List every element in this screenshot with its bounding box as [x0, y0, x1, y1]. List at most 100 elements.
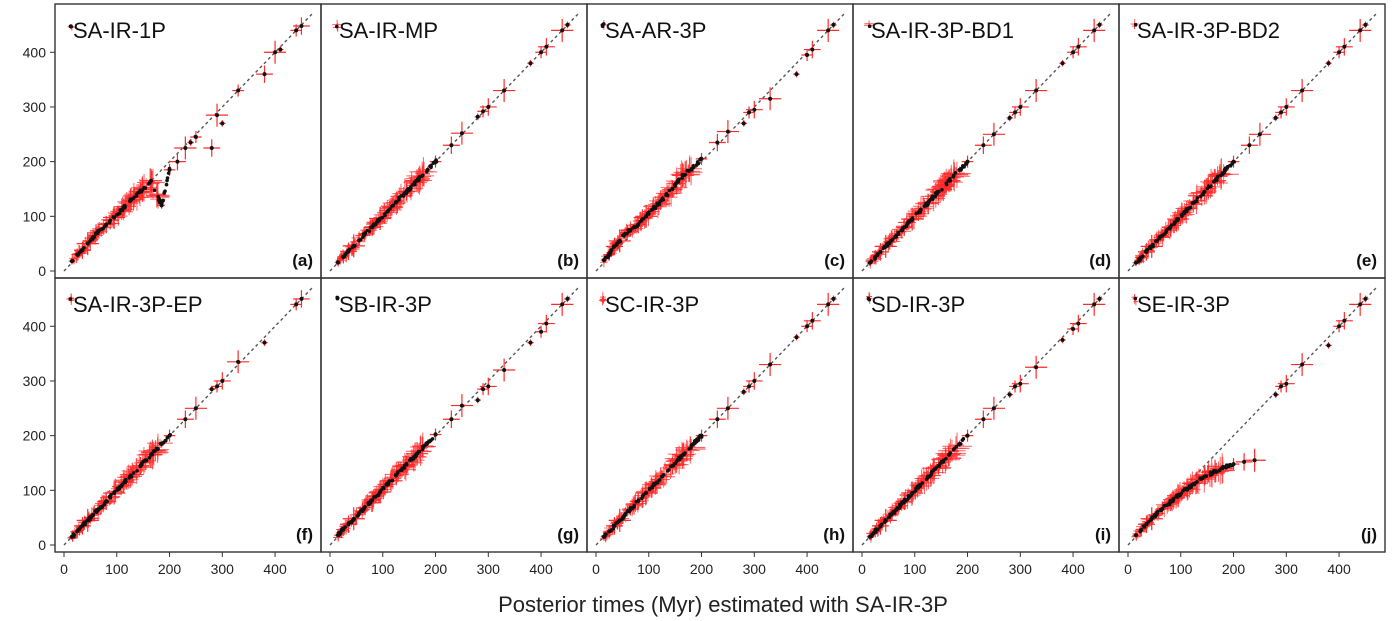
data-point: [294, 302, 299, 307]
data-point: [149, 178, 154, 183]
data-point: [335, 295, 340, 300]
data-point: [131, 471, 136, 475]
x-tick-label: 400: [1327, 561, 1351, 577]
x-tick-label: 400: [795, 561, 819, 577]
data-point: [1358, 28, 1363, 33]
data-point: [544, 321, 549, 326]
data-point: [831, 296, 836, 301]
data-point: [391, 203, 396, 208]
data-point: [867, 534, 872, 539]
data-point: [873, 529, 878, 534]
data-point: [601, 534, 606, 539]
panel-label: (b): [557, 251, 579, 270]
data-point: [691, 441, 696, 446]
data-point: [906, 494, 911, 498]
data-point: [665, 193, 670, 198]
data-point: [193, 406, 198, 411]
data-point: [805, 324, 810, 329]
data-point: [1216, 174, 1220, 179]
data-point: [960, 438, 965, 442]
y-tick-label: 400: [23, 318, 47, 334]
data-point: [404, 189, 409, 194]
data-point: [1007, 115, 1012, 120]
panel-title: SA-IR-1P: [73, 18, 166, 43]
y-tick-label: 200: [23, 154, 47, 170]
data-point: [156, 447, 160, 451]
data-point: [528, 61, 533, 66]
data-point: [425, 167, 430, 172]
data-point: [372, 222, 376, 226]
data-point: [481, 387, 486, 392]
data-point: [433, 432, 438, 437]
data-point: [475, 114, 480, 119]
y-tick-label: 400: [23, 44, 47, 60]
panel-2: SA-IR-MP (b): [320, 3, 588, 279]
data-point: [741, 121, 746, 126]
data-point: [1133, 22, 1138, 27]
data-point: [183, 145, 188, 150]
data-point: [652, 206, 657, 211]
y-tick-label: 0: [38, 537, 46, 553]
data-point: [220, 121, 225, 126]
x-tick-label: 0: [858, 561, 866, 577]
data-point: [341, 527, 346, 532]
data-point: [646, 210, 651, 214]
panel-8: SC-IR-3P (h) 0 100 200 300 400: [586, 277, 854, 577]
data-point: [370, 225, 375, 230]
data-point: [673, 184, 677, 188]
data-point: [420, 444, 425, 449]
data-point: [299, 296, 304, 301]
data-point: [1279, 110, 1284, 115]
data-point: [902, 499, 907, 504]
data-point: [69, 534, 74, 539]
data-point: [108, 495, 113, 500]
data-point: [1176, 493, 1181, 498]
data-point: [262, 340, 267, 345]
panel-title: SA-IR-3P-BD1: [871, 18, 1014, 43]
data-point: [69, 259, 74, 264]
data-point: [878, 249, 883, 254]
data-point: [1139, 255, 1144, 260]
data-point: [640, 217, 645, 221]
data-point: [539, 50, 544, 55]
data-point: [883, 518, 888, 523]
x-tick-label: 200: [1222, 561, 1246, 577]
data-point: [1149, 516, 1154, 521]
data-point: [459, 131, 464, 136]
data-point: [80, 248, 85, 253]
data-point: [725, 129, 730, 134]
data-point: [918, 482, 923, 487]
data-point: [112, 215, 117, 220]
data-point: [404, 462, 409, 467]
x-tick-label: 200: [158, 561, 182, 577]
data-point: [334, 24, 339, 29]
data-point: [1187, 486, 1192, 490]
data-point: [429, 163, 433, 168]
data-point: [1153, 514, 1158, 519]
data-point: [954, 444, 959, 449]
data-point: [1228, 163, 1232, 168]
data-point: [398, 468, 403, 473]
data-point: [628, 507, 633, 512]
panel-5: SA-IR-3P-BD2 (e): [1118, 3, 1386, 279]
x-tick-label: 100: [637, 561, 661, 577]
data-point: [528, 340, 533, 345]
x-tick-label: 100: [1169, 561, 1193, 577]
data-point: [867, 24, 872, 29]
x-tick-label: 100: [371, 561, 395, 577]
data-point: [612, 523, 617, 528]
data-point: [659, 474, 664, 479]
data-point: [1220, 466, 1225, 471]
data-point: [96, 229, 101, 234]
data-point: [1144, 249, 1149, 254]
error-bar-cloud: [866, 292, 973, 543]
data-point: [188, 140, 193, 145]
data-point: [560, 28, 565, 33]
data-point: [1060, 337, 1065, 342]
data-point: [612, 244, 617, 249]
data-point: [294, 28, 299, 33]
data-point: [1097, 22, 1102, 27]
data-point: [393, 473, 398, 478]
x-tick-label: 100: [105, 561, 129, 577]
panel-title: SB-IR-3P: [339, 292, 432, 317]
